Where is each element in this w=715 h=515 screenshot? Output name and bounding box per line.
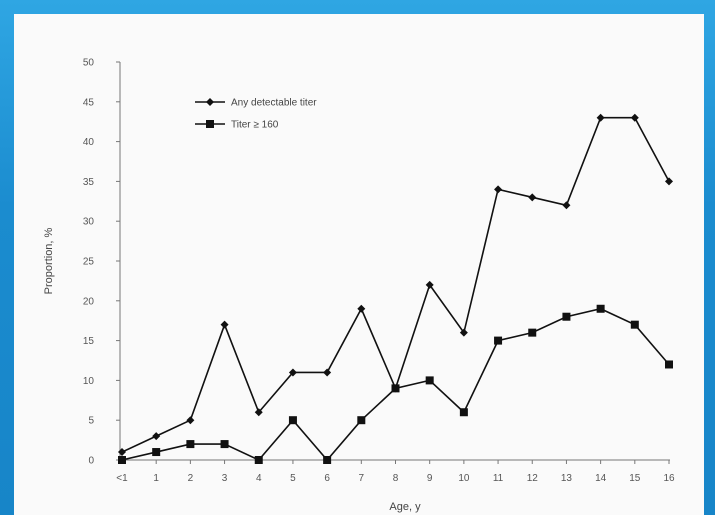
data-point-diamond	[528, 193, 537, 202]
data-point-diamond	[323, 368, 332, 377]
data-point-square	[391, 384, 400, 393]
x-tick-label: 15	[629, 473, 641, 484]
y-tick-label: 20	[83, 296, 95, 307]
data-point-square	[357, 416, 366, 425]
chart-panel	[14, 14, 704, 515]
y-tick-label: 5	[88, 416, 94, 427]
data-point-square	[528, 328, 537, 337]
axes	[119, 62, 670, 461]
data-point-square	[152, 448, 161, 457]
x-tick-label: 6	[324, 473, 330, 484]
data-point-square	[459, 408, 468, 417]
legend: Any detectable titer Titer ≥ 160	[195, 98, 317, 131]
x-tick-label: 2	[188, 473, 194, 484]
data-point-diamond	[357, 304, 366, 313]
y-tick-label: 40	[83, 137, 95, 148]
data-point-diamond	[186, 416, 195, 425]
y-axis-ticks: 0 5 10 15 20 25 30 35 40 45 50	[83, 58, 120, 467]
x-tick-label: 4	[256, 473, 262, 484]
data-point-diamond	[288, 368, 297, 377]
x-tick-label: 1	[153, 473, 159, 484]
data-point-diamond	[630, 113, 639, 122]
y-tick-label: 45	[83, 97, 95, 108]
y-tick-label: 0	[88, 456, 94, 467]
y-tick-label: 25	[83, 257, 95, 268]
series-0	[118, 113, 673, 457]
x-tick-label: 12	[527, 473, 539, 484]
x-tick-label: 16	[663, 473, 675, 484]
data-point-diamond	[562, 201, 571, 210]
x-axis-ticks: <1 1 2 3 4 5 6 7 8 9 10 11 12 13 14 15 16	[116, 460, 675, 484]
data-point-diamond	[220, 320, 229, 329]
data-point-diamond	[254, 408, 263, 417]
data-point-square	[425, 376, 434, 385]
x-tick-label: 5	[290, 473, 296, 484]
data-point-square	[186, 440, 195, 449]
x-tick-label: 7	[359, 473, 365, 484]
x-axis-title: Age, y	[389, 501, 421, 513]
data-point-diamond	[425, 280, 434, 289]
data-point-square	[254, 456, 263, 464]
x-tick-label: 9	[427, 473, 433, 484]
y-tick-label: 30	[83, 217, 95, 228]
data-point-diamond	[665, 177, 673, 186]
x-tick-label: 13	[561, 473, 573, 484]
data-point-square	[220, 440, 229, 449]
data-point-square	[118, 456, 126, 464]
legend-diamond-marker	[206, 98, 214, 106]
x-tick-label: 10	[458, 473, 470, 484]
legend-label-any-titer: Any detectable titer	[231, 98, 317, 109]
data-point-square	[288, 416, 297, 425]
data-point-square	[630, 320, 639, 329]
data-point-square	[665, 360, 673, 369]
x-tick-label: <1	[116, 473, 128, 484]
data-point-diamond	[459, 328, 468, 337]
series-layer	[118, 113, 673, 464]
data-point-square	[596, 304, 605, 313]
data-point-diamond	[494, 185, 503, 194]
x-tick-label: 3	[222, 473, 228, 484]
data-point-diamond	[596, 113, 605, 122]
data-point-square	[494, 336, 503, 345]
y-tick-label: 10	[83, 376, 95, 387]
data-point-square	[323, 456, 332, 464]
legend-square-marker	[206, 120, 214, 128]
x-tick-label: 14	[595, 473, 607, 484]
series-line	[121, 116, 670, 453]
data-point-diamond	[118, 448, 126, 457]
data-point-diamond	[152, 432, 161, 441]
y-axis-title: Proportion, %	[43, 227, 55, 294]
y-tick-label: 50	[83, 58, 95, 69]
y-tick-label: 35	[83, 177, 95, 188]
y-tick-label: 15	[83, 336, 95, 347]
x-tick-label: 8	[393, 473, 399, 484]
data-point-square	[562, 312, 571, 321]
legend-label-titer-160: Titer ≥ 160	[231, 120, 279, 131]
x-tick-label: 11	[493, 473, 504, 484]
series-1	[118, 304, 673, 464]
